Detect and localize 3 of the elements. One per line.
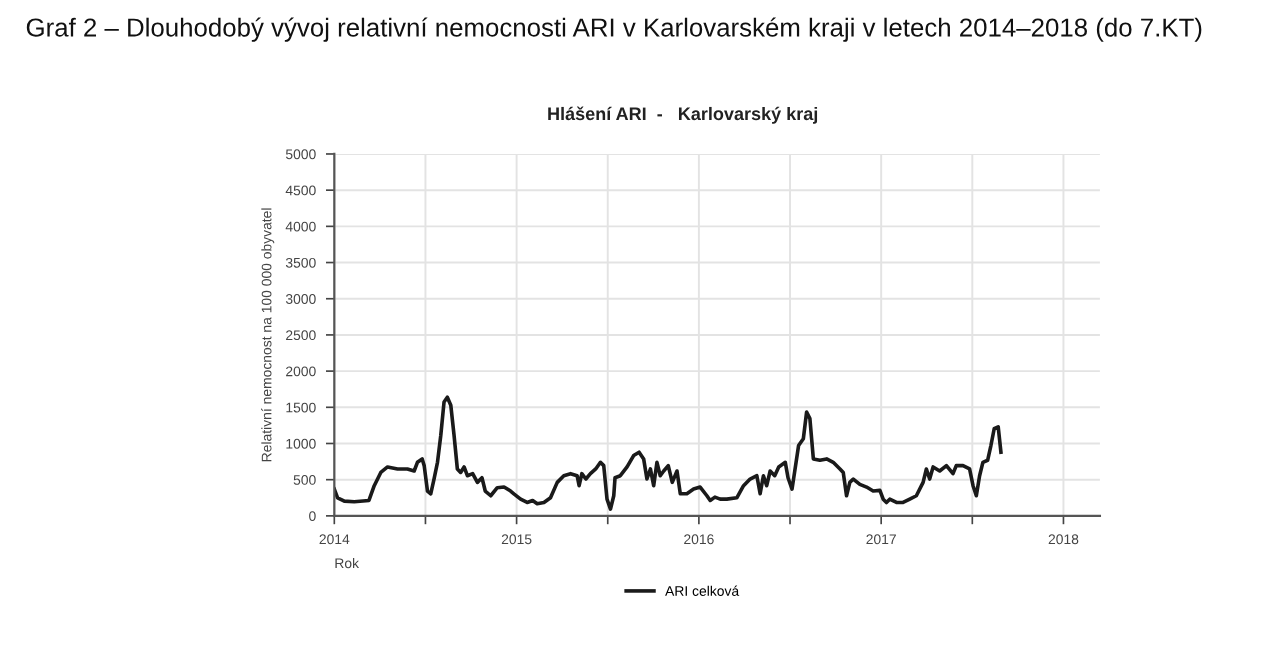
chart-title: Graf 2 – Dlouhodobý vývoj relativní nemocnosti ARI v Karlovarském kraji v letech 2014–2018 (do 7.KT) — [26, 17, 1202, 42]
line-series — [334, 395, 1003, 511]
chart-subtitle: Hlášení ARI - Karlovarský kraj — [548, 106, 818, 124]
